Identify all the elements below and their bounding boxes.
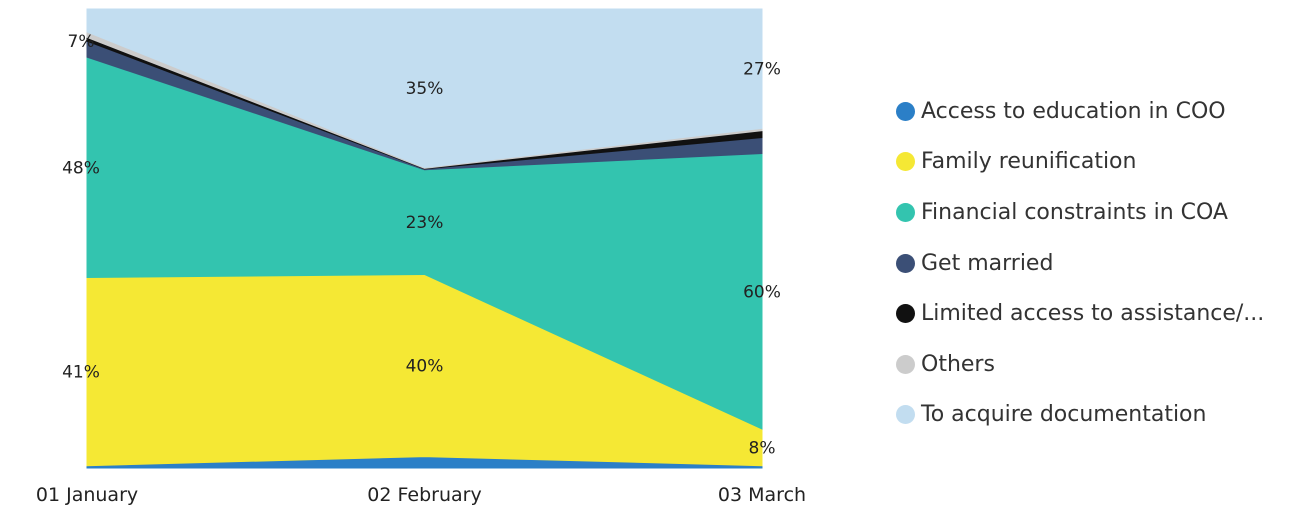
data-label: 23%: [406, 213, 444, 233]
area-to-acquire-documentation: [86, 8, 763, 168]
legend-dot-icon: [896, 253, 915, 273]
legend-label: Limited access to assistance/...: [921, 301, 1265, 327]
legend-label: Others: [921, 351, 995, 377]
legend-item-family-reunification[interactable]: Family reunification: [896, 137, 1306, 188]
legend-dot-icon: [896, 152, 915, 172]
x-tick-label: 01 January: [36, 484, 138, 506]
x-tick-label: 03 March: [718, 484, 806, 506]
legend-item-limited-access-to-assistance[interactable]: Limited access to assistance/...: [896, 288, 1306, 339]
data-label: 60%: [743, 282, 781, 302]
legend-item-to-acquire-documentation[interactable]: To acquire documentation: [896, 390, 1306, 441]
legend-dot-icon: [896, 304, 915, 324]
legend-item-get-married[interactable]: Get married: [896, 238, 1306, 289]
data-label: 8%: [749, 438, 776, 458]
chart-legend: Access to education in COO Family reunifi…: [896, 86, 1306, 440]
legend-item-access-to-education-in-coo[interactable]: Access to education in COO: [896, 86, 1306, 137]
area-chart: 41% 48% 7% 40% 23% 35% 8% 60% 27% 01 January 02 F…: [36, 8, 806, 506]
legend-label: To acquire documentation: [921, 402, 1207, 428]
x-tick-label: 02 February: [367, 484, 481, 506]
legend-dot-icon: [896, 202, 915, 222]
chart-data-labels: 41% 48% 7% 40% 23% 35% 8% 60% 27%: [62, 32, 781, 458]
legend-label: Family reunification: [921, 149, 1137, 175]
legend-dot-icon: [896, 354, 915, 374]
legend-label: Financial constraints in COA: [921, 199, 1228, 225]
data-label: 35%: [406, 79, 444, 99]
legend-label: Access to education in COO: [921, 98, 1226, 124]
data-label: 40%: [406, 357, 444, 377]
legend-label: Get married: [921, 250, 1054, 276]
data-label: 41%: [62, 363, 100, 383]
data-label: 48%: [62, 158, 100, 178]
legend-dot-icon: [896, 101, 915, 121]
x-axis-tick-labels: 01 January 02 February 03 March: [36, 484, 806, 506]
data-label: 7%: [68, 32, 95, 52]
legend-dot-icon: [896, 405, 915, 425]
data-label: 27%: [743, 60, 781, 80]
legend-item-others[interactable]: Others: [896, 339, 1306, 390]
chart-areas: [86, 8, 763, 469]
legend-item-financial-constraints-in-coa[interactable]: Financial constraints in COA: [896, 187, 1306, 238]
